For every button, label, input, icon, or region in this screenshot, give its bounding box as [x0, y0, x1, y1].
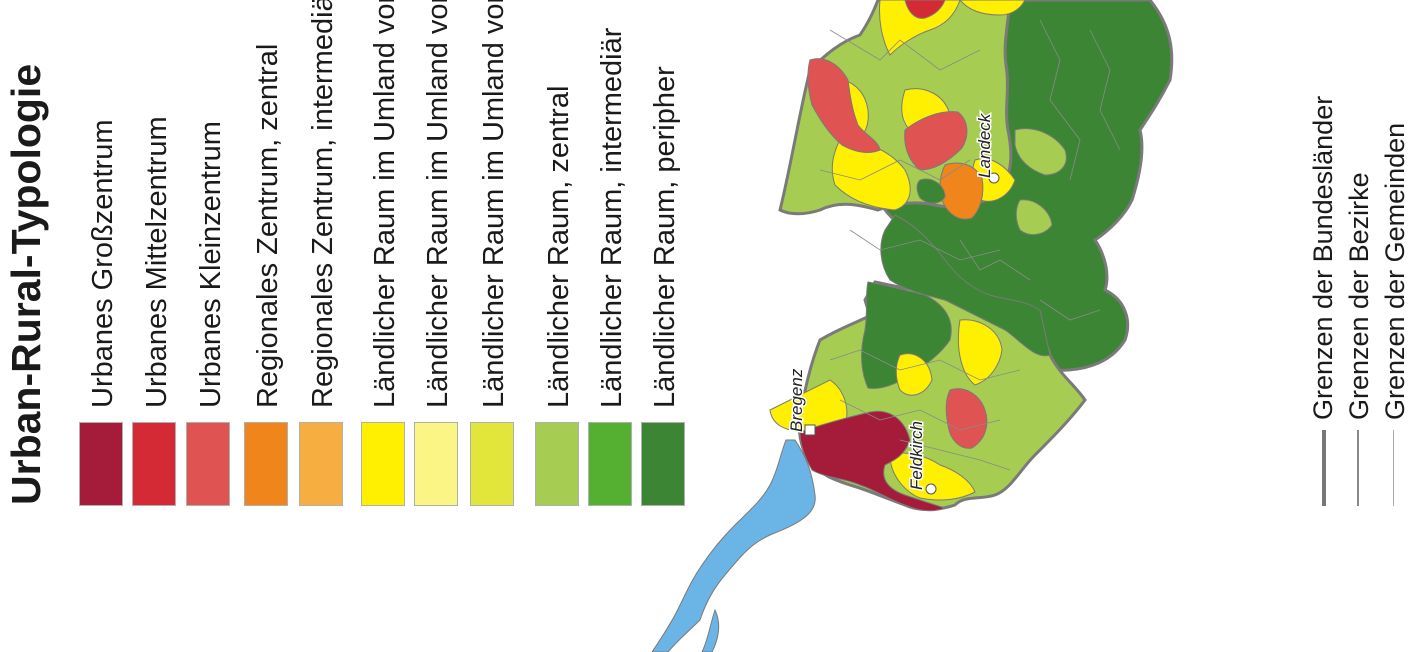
swatch-umland-intermediaer [414, 422, 458, 506]
municipal-boundaries [819, 19, 1121, 471]
region-red-3 [945, 388, 988, 449]
swatch-regional-zentral [244, 422, 288, 506]
swatch-regional-intermediaer [299, 422, 343, 506]
region-yellow-7 [957, 319, 1003, 386]
swatch-umland-peripher [470, 422, 514, 506]
city-label-landeck: Landeck [975, 112, 994, 178]
region-yellow-2 [959, 0, 1026, 16]
swatch-urban-grosszentrum [79, 422, 123, 506]
swatch-laendlich-intermediaer [588, 422, 632, 506]
region-yellow-4 [831, 139, 911, 211]
city-marker-landeck [988, 172, 1000, 184]
legend-line-gemeinden [1393, 430, 1394, 506]
legend-line-bezirke [1357, 430, 1359, 506]
region-yellow-1 [879, 0, 961, 56]
swatch-umland-zentral [361, 422, 405, 506]
region-red-4 [904, 0, 946, 19]
city-marker-feldkirch [925, 483, 937, 495]
city-label-feldkirch: Feldkirch [907, 421, 926, 490]
region-urban-grosszentrum [799, 410, 947, 512]
region-yellow-9 [889, 452, 976, 501]
swatch-laendlich-zentral [535, 422, 579, 506]
region-darkgreen-dot [916, 178, 946, 204]
city-label-bregenz: Bregenz [787, 368, 806, 432]
region-red-2 [904, 111, 968, 171]
swatch-urban-mittelzentrum [132, 422, 176, 506]
region-red-1 [807, 58, 881, 153]
lake-bodensee [651, 439, 816, 652]
lake-arm [701, 608, 720, 652]
region-lightgreen-2 [1015, 199, 1053, 236]
swatch-laendlich-peripher [641, 422, 685, 506]
city-marker-bregenz [804, 424, 816, 436]
region-lightgreen-1 [1014, 128, 1067, 176]
legend-line-bundeslaender [1322, 430, 1326, 506]
swatch-urban-kleinzentrum [186, 422, 230, 506]
region-peripher-belt [880, 214, 1051, 357]
